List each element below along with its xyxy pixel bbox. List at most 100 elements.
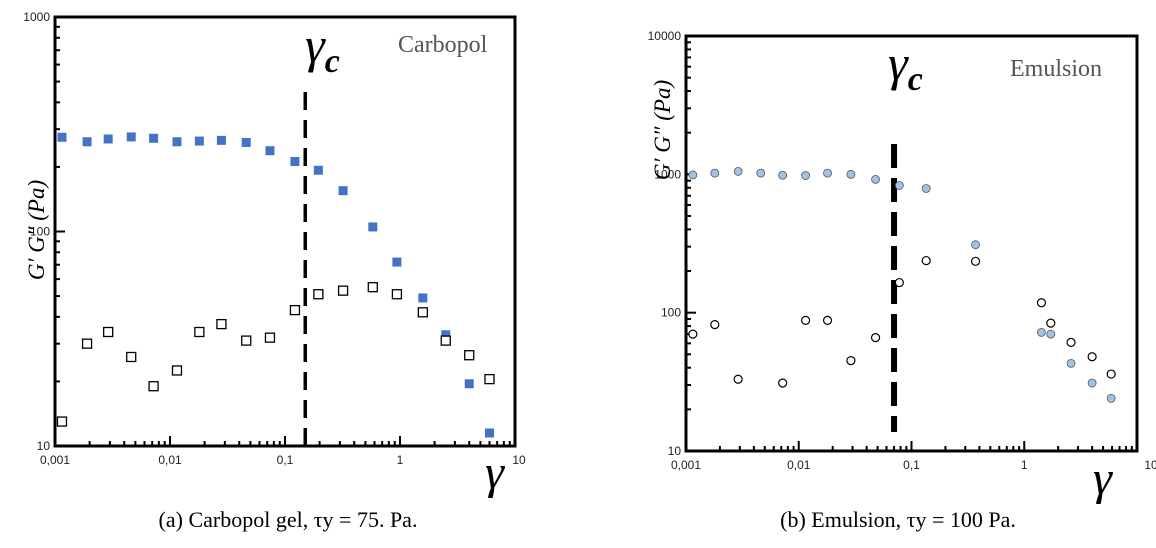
storage-modulus-point <box>216 135 226 145</box>
critical-strain-label-emulsion: γc <box>888 35 923 98</box>
storage-modulus-point <box>846 169 856 179</box>
x-tick-label: 0,1 <box>903 458 920 472</box>
loss-modulus-point <box>103 326 114 338</box>
storage-modulus-point <box>778 170 788 180</box>
gamma-symbol: γ <box>888 35 909 91</box>
loss-modulus-point <box>1046 318 1056 328</box>
y-tick-label: 1000 <box>654 167 681 181</box>
x-tick-label: 0,01 <box>158 453 182 467</box>
loss-modulus-point <box>367 282 378 293</box>
storage-modulus-point <box>1046 329 1056 339</box>
storage-modulus-point <box>1037 328 1046 337</box>
storage-modulus-point <box>126 132 136 142</box>
storage-modulus-point <box>464 379 474 389</box>
storage-modulus-point <box>871 174 880 184</box>
loss-modulus-point <box>1036 298 1047 308</box>
x-tick-labels-emulsion: 0,001 0,01 0,1 1 10 <box>671 458 1156 472</box>
loss-modulus-point <box>870 333 881 343</box>
loss-modulus-point <box>337 285 349 296</box>
y-tick-label: 100 <box>30 225 50 239</box>
axis-ticks-emulsion <box>685 41 1133 452</box>
storage-modulus-point <box>149 133 159 143</box>
loss-modulus-point <box>313 289 324 300</box>
critical-strain-label-carbopol: γc <box>305 17 340 80</box>
y-tick-label: 10 <box>37 439 51 453</box>
y-axis-label-emulsion: G′ G″ (Pa) <box>650 80 675 180</box>
storage-modulus-point <box>82 137 92 147</box>
series-annotation-emulsion: Emulsion <box>1010 56 1102 82</box>
loss-modulus-point <box>148 381 159 392</box>
loss-modulus-point <box>1087 352 1097 362</box>
storage-modulus-point <box>103 134 113 144</box>
loss-modulus-point <box>894 277 904 288</box>
storage-modulus-point <box>241 137 251 147</box>
loss-modulus-point <box>800 315 811 325</box>
storage-modulus-point <box>392 257 402 267</box>
loss-modulus-point <box>171 365 183 376</box>
loss-modulus-point <box>391 289 403 300</box>
storage-modulus-point <box>313 165 323 175</box>
storage-modulus-point <box>688 170 698 180</box>
caption-carbopol: (a) Carbopol gel, τy = 75. Pa. <box>159 507 418 532</box>
storage-modulus-point <box>971 240 980 250</box>
x-tick-label: 10 <box>1144 458 1156 472</box>
storage-modulus-point <box>265 146 275 156</box>
loss-modulus-point <box>289 304 301 316</box>
loss-modulus-point <box>81 338 93 349</box>
x-tick-label: 1 <box>397 453 404 467</box>
loss-modulus-point <box>264 332 276 343</box>
x-tick-label: 0,1 <box>277 453 294 467</box>
storage-modulus-point <box>1087 378 1097 388</box>
loss-modulus-point <box>778 378 788 388</box>
storage-modulus-point <box>484 428 494 438</box>
storage-modulus-point <box>921 184 931 193</box>
loss-modulus-point <box>440 335 451 346</box>
loss-modulus-point <box>1106 369 1116 379</box>
x-tick-label: 0,001 <box>671 458 701 472</box>
plot-frame-carbopol <box>53 15 517 448</box>
storage-modulus-point <box>1066 358 1076 368</box>
y-tick-label: 100 <box>661 306 681 320</box>
storage-modulus-point <box>823 168 832 178</box>
plot-frame-emulsion <box>684 34 1139 453</box>
storage-modulus-point <box>338 186 348 196</box>
data-points-emulsion <box>688 167 1116 403</box>
storage-modulus-point <box>894 181 904 190</box>
x-tick-label: 0,01 <box>787 458 811 472</box>
storage-modulus-point <box>756 168 766 178</box>
x-axis-label-carbopol: γ <box>485 446 505 499</box>
x-axis-label-emulsion: γ <box>1093 452 1113 505</box>
x-tick-labels-carbopol: 0,001 0,01 0,1 1 10 <box>40 453 526 467</box>
axis-ticks-carbopol <box>54 25 511 447</box>
gamma-symbol: γ <box>305 17 326 73</box>
loss-modulus-point <box>822 315 833 325</box>
y-tick-label: 10000 <box>648 29 682 43</box>
y-tick-label: 10 <box>668 444 682 458</box>
loss-modulus-point <box>733 374 743 384</box>
series-annotation-carbopol: Carbopol <box>398 32 488 58</box>
loss-modulus-point <box>970 256 981 266</box>
loss-modulus-point <box>1066 337 1076 347</box>
loss-modulus-point <box>921 255 931 266</box>
loss-modulus-point <box>484 373 495 385</box>
loss-modulus-point <box>126 351 137 363</box>
caption-emulsion: (b) Emulsion, τy = 100 Pa. <box>780 507 1016 532</box>
storage-modulus-point <box>172 137 182 147</box>
y-axis-label-carbopol: G′ G″ (Pa) <box>24 180 49 280</box>
loss-modulus-point <box>688 329 698 339</box>
x-tick-label: 10 <box>512 453 526 467</box>
subscript-c: c <box>325 43 340 80</box>
loss-modulus-point <box>710 319 720 330</box>
storage-modulus-point <box>194 136 204 146</box>
x-tick-label: 1 <box>1021 458 1028 472</box>
loss-modulus-point <box>846 356 856 366</box>
loss-modulus-point <box>417 307 428 318</box>
loss-modulus-point <box>56 416 68 427</box>
x-tick-label: 0,001 <box>40 453 70 467</box>
data-points-carbopol <box>56 132 495 438</box>
subscript-c: c <box>908 61 923 98</box>
y-tick-labels-carbopol: 10 100 1000 <box>23 10 50 453</box>
